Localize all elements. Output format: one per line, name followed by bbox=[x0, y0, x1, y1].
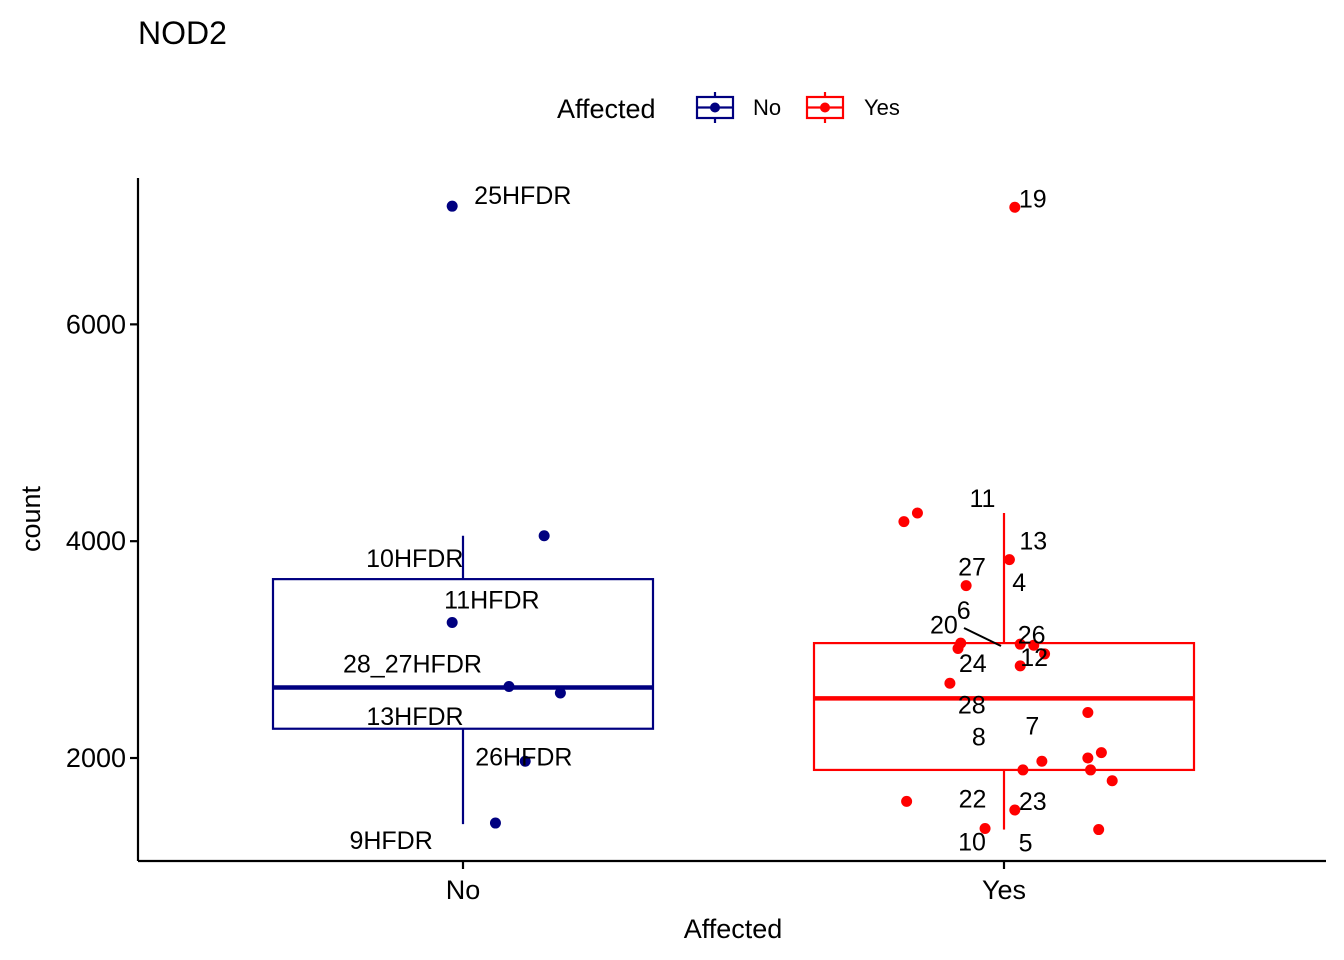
data-point bbox=[1014, 638, 1026, 650]
data-point bbox=[952, 643, 964, 655]
point-label: 8 bbox=[972, 723, 986, 751]
point-label: 6 bbox=[957, 597, 971, 625]
data-point bbox=[538, 530, 550, 542]
point-label: 10HFDR bbox=[366, 545, 463, 573]
data-point bbox=[1039, 648, 1051, 660]
y-tick-label: 2000 bbox=[66, 743, 126, 773]
point-label: 9HFDR bbox=[349, 827, 432, 855]
label-connector bbox=[963, 627, 1002, 647]
legend-entry-yes: Yes bbox=[805, 92, 900, 123]
data-point bbox=[1082, 706, 1094, 718]
point-label: 13 bbox=[1019, 528, 1047, 556]
legend: Affected No Yes bbox=[557, 92, 900, 124]
data-point bbox=[898, 516, 910, 528]
data-point bbox=[901, 795, 913, 807]
plot-area: 25HFDR 10HFDR 11HFDR 28_27HFDR 13HFDR 26HFDR 9… bbox=[271, 182, 1196, 858]
data-point bbox=[1014, 660, 1026, 672]
legend-label: Yes bbox=[864, 95, 900, 120]
data-point bbox=[1017, 764, 1029, 776]
point-label: 25HFDR bbox=[474, 182, 571, 210]
point-label: 7 bbox=[1025, 713, 1039, 741]
box-iqr bbox=[812, 641, 1196, 772]
y-tick-label: 6000 bbox=[66, 309, 126, 339]
data-point bbox=[503, 680, 515, 692]
data-point bbox=[1028, 639, 1040, 651]
point-label: 5 bbox=[1019, 830, 1033, 858]
point-label: 10 bbox=[958, 828, 986, 856]
data-point bbox=[1106, 775, 1118, 787]
data-point bbox=[1003, 554, 1015, 566]
data-point bbox=[1082, 752, 1094, 764]
point-label: 23 bbox=[1019, 788, 1047, 816]
point-label: 27 bbox=[958, 554, 986, 582]
data-point bbox=[489, 817, 501, 829]
legend-entry-no: No bbox=[695, 92, 781, 123]
legend-title: Affected bbox=[557, 94, 656, 124]
data-point bbox=[446, 616, 458, 628]
point-label: 22 bbox=[959, 785, 987, 813]
point-label: 11 bbox=[969, 485, 995, 513]
x-tick-label: No bbox=[446, 875, 481, 905]
point-label: 13HFDR bbox=[366, 703, 463, 731]
x-axis-title: Affected bbox=[684, 914, 783, 944]
chart-title: NOD2 bbox=[138, 15, 227, 51]
data-point bbox=[446, 200, 458, 212]
y-axis-ticks: 2000 4000 6000 bbox=[66, 309, 138, 773]
data-point bbox=[944, 677, 956, 689]
point-label: 28 bbox=[958, 691, 986, 719]
box-iqr bbox=[271, 578, 655, 730]
point-label: 28_27HFDR bbox=[343, 650, 482, 678]
y-axis-title: count bbox=[16, 485, 46, 552]
data-point bbox=[911, 507, 923, 519]
point-label: 26HFDR bbox=[475, 743, 572, 771]
data-point bbox=[1009, 201, 1021, 213]
data-point bbox=[1085, 764, 1097, 776]
x-tick-label: Yes bbox=[982, 875, 1026, 905]
boxplot-yes bbox=[812, 512, 1196, 830]
point-label: 24 bbox=[959, 650, 987, 678]
point-label: 12 bbox=[1020, 644, 1048, 672]
y-tick-label: 4000 bbox=[66, 526, 126, 556]
point-label: 26 bbox=[1018, 621, 1046, 649]
data-point bbox=[1093, 824, 1105, 836]
boxplot-no bbox=[271, 535, 655, 825]
legend-key-point bbox=[710, 102, 720, 113]
data-point bbox=[1009, 804, 1021, 816]
data-point bbox=[1036, 755, 1048, 767]
data-point bbox=[979, 822, 991, 834]
point-label: 19 bbox=[1019, 185, 1047, 213]
data-point bbox=[519, 755, 531, 767]
x-axis-ticks: No Yes bbox=[446, 861, 1026, 905]
data-point bbox=[960, 580, 972, 592]
data-point bbox=[554, 687, 566, 699]
point-label: 20 bbox=[930, 612, 958, 640]
point-label: 4 bbox=[1012, 569, 1026, 597]
legend-key-point bbox=[820, 102, 830, 113]
legend-label: No bbox=[753, 95, 781, 120]
point-label: 11HFDR bbox=[444, 586, 539, 614]
data-point bbox=[1095, 747, 1107, 759]
